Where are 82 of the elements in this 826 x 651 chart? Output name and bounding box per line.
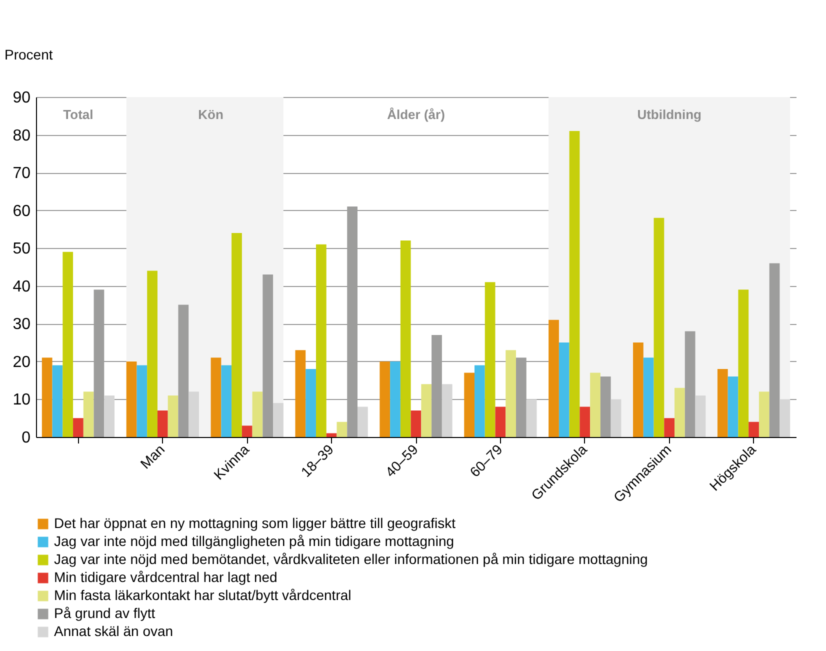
- bar: [590, 372, 600, 437]
- bar: [684, 331, 696, 437]
- bar: [232, 233, 242, 437]
- y-tick-label: 20: [12, 354, 31, 371]
- y-tick-label: 0: [22, 430, 31, 446]
- legend-label: Min tidigare vårdcentral har lagt ned: [54, 569, 278, 585]
- x-tick-label: Man: [137, 441, 168, 472]
- bar: [506, 350, 516, 437]
- bar: [147, 270, 158, 437]
- legend-label: Annat skäl än ovan: [54, 623, 174, 639]
- bar: [569, 131, 580, 437]
- bar: [633, 342, 644, 437]
- legend-label: Det har öppnat en ny mottagning som ligger bättre till geografiskt: [54, 515, 456, 531]
- bar: [210, 358, 222, 437]
- bar: [242, 426, 252, 437]
- y-tick-label: 30: [12, 316, 31, 334]
- bar: [252, 392, 263, 437]
- bar: [421, 384, 432, 437]
- legend-label: På grund av flytt: [54, 605, 156, 621]
- bar: [52, 365, 63, 437]
- bar: [136, 365, 148, 437]
- bar: [484, 282, 496, 437]
- bar: [221, 365, 232, 437]
- bar: [442, 384, 452, 437]
- bar: [306, 369, 316, 437]
- y-axis-title: Procent: [4, 46, 53, 62]
- bar: [758, 392, 770, 437]
- bar: [695, 395, 706, 437]
- bar: [674, 388, 685, 437]
- bar: [410, 410, 422, 437]
- y-tick-label: 90: [12, 90, 31, 106]
- annotation: Ålder (år): [387, 107, 445, 122]
- bar: [580, 406, 590, 437]
- bar: [326, 433, 337, 437]
- annotation: Total: [63, 107, 94, 122]
- bar: [464, 372, 475, 437]
- bar: [400, 240, 411, 437]
- y-tick-label: 50: [12, 240, 31, 258]
- bar: [526, 399, 537, 437]
- bar: [73, 418, 84, 437]
- legend-label: Jag var inte nöjd med bemötandet, vårdkvaliteten eller informationen på min tidigare mottagning: [54, 551, 648, 567]
- bar: [474, 365, 485, 437]
- bar: [157, 410, 168, 437]
- bar: [654, 218, 664, 437]
- bar: [316, 244, 326, 437]
- y-tick-label: 70: [12, 165, 31, 182]
- bar: [738, 290, 749, 437]
- bar: [42, 358, 52, 437]
- bar: [558, 342, 570, 437]
- y-tick-label: 10: [12, 392, 31, 409]
- bar: [178, 304, 189, 437]
- legend-label: Jag var inte nöjd med tillgängligheten på min tidigare mottagning: [54, 533, 454, 549]
- bar: [780, 399, 790, 437]
- y-tick-label: 40: [12, 278, 31, 296]
- bar: [664, 418, 675, 437]
- y-tick-label: 80: [12, 127, 31, 144]
- bar: [548, 320, 559, 437]
- y-tick-label: 60: [12, 202, 31, 220]
- band-label: Utbildning: [637, 107, 702, 122]
- bar: [83, 392, 94, 437]
- bar: [262, 274, 274, 437]
- bar: [295, 350, 306, 437]
- bar: [104, 395, 115, 437]
- bar: [610, 399, 622, 437]
- legend-label: Min fasta läkarkontakt har slutat/bytt vårdcentral: [54, 587, 352, 603]
- bar: [62, 252, 74, 437]
- bar: [168, 395, 178, 437]
- bar: [357, 406, 368, 437]
- band-label: Kön: [198, 107, 224, 122]
- bar: [380, 361, 390, 437]
- bar: [728, 376, 738, 437]
- bar: [495, 406, 506, 437]
- bar: [748, 422, 759, 437]
- bar: [643, 358, 654, 437]
- bar: [188, 392, 199, 437]
- bar: [126, 361, 137, 437]
- bar: [717, 369, 728, 437]
- bar: [390, 361, 400, 437]
- bar: [336, 422, 348, 437]
- bar: [769, 263, 780, 437]
- bar: [600, 376, 611, 437]
- bar: [273, 403, 284, 437]
